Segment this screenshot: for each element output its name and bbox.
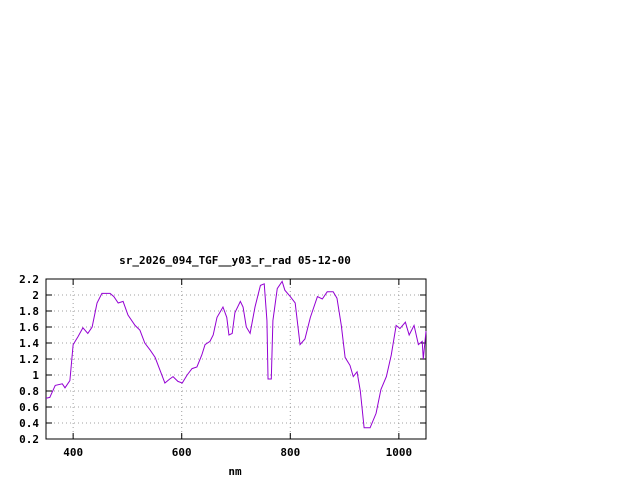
y-tick-label: 1.8 (19, 305, 39, 318)
x-tick-label: 800 (280, 446, 300, 459)
y-tick-label: 1.4 (19, 337, 39, 350)
x-axis-label: nm (228, 465, 242, 478)
data-line (45, 280, 427, 429)
y-tick-label: 0.2 (19, 433, 39, 446)
y-tick-label: 2 (32, 289, 39, 302)
y-tick-label: 0.8 (19, 385, 39, 398)
x-tick-label: 400 (63, 446, 83, 459)
y-tick-label: 1 (32, 369, 39, 382)
y-tick-label: 2.2 (19, 273, 39, 286)
y-tick-label: 1.6 (19, 321, 39, 334)
y-tick-label: 1.2 (19, 353, 39, 366)
x-tick-label: 1000 (386, 446, 413, 459)
chart-title: sr_2026_094_TGF__y03_r_rad 05-12-00 (119, 254, 351, 267)
plot-frame (45, 278, 427, 440)
x-tick-label: 600 (172, 446, 192, 459)
y-tick-label: 0.4 (19, 417, 39, 430)
y-tick-label: 0.6 (19, 401, 39, 414)
